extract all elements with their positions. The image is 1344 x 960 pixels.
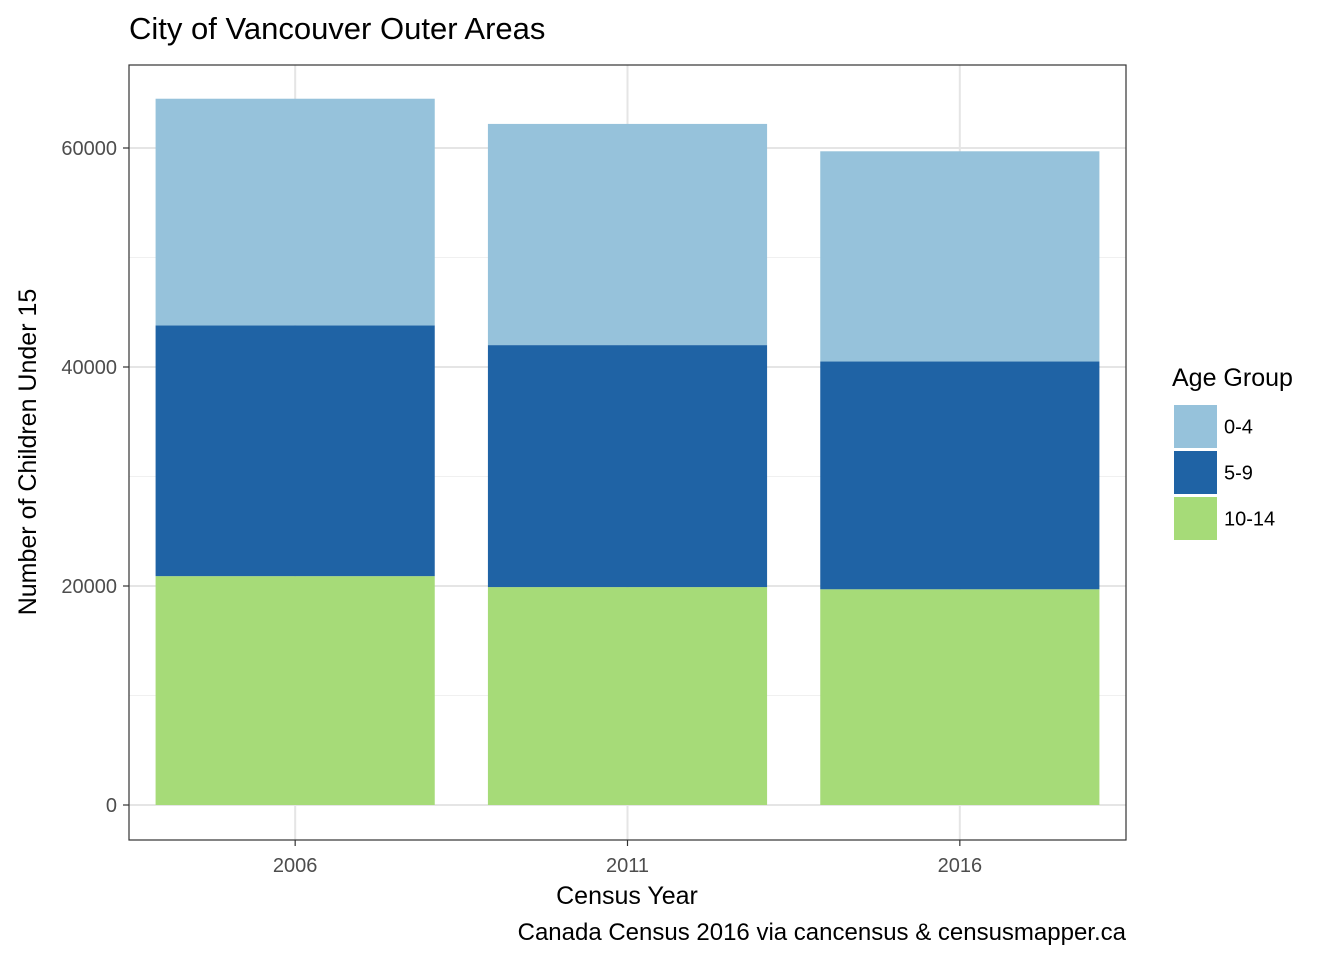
legend-label-0-4: 0-4: [1224, 417, 1253, 439]
y-tick-label: 60000: [61, 138, 117, 160]
x-tick-label: 2011: [606, 855, 649, 877]
chart-title: City of Vancouver Outer Areas: [129, 11, 545, 46]
legend-key-5-9: [1174, 451, 1217, 494]
x-tick-label: 2006: [273, 855, 318, 877]
legend-title: Age Group: [1172, 364, 1293, 392]
bar-2006-10-14: [155, 576, 435, 805]
y-tick-label: 40000: [61, 357, 117, 379]
bar-2006-5-9: [155, 325, 435, 577]
legend-key-10-14: [1174, 497, 1217, 540]
y-tick-label: 20000: [61, 576, 117, 598]
bars: [155, 98, 1100, 805]
bar-2011-0-4: [487, 123, 768, 346]
bar-2016-0-4: [820, 151, 1100, 362]
y-tick-label: 0: [106, 795, 117, 817]
x-axis-title: Census Year: [556, 882, 698, 910]
bar-2011-5-9: [487, 345, 768, 588]
legend-label-10-14: 10-14: [1224, 509, 1275, 531]
caption: Canada Census 2016 via cancensus & censu…: [518, 919, 1127, 946]
legend: Age Group 0-4 5-9 10-14: [1172, 364, 1293, 540]
bar-2006-0-4: [155, 98, 435, 326]
axes: 0 20000 40000 60000 2006 2011 2016: [61, 138, 982, 877]
bar-2011-10-14: [487, 587, 768, 805]
bar-2016-5-9: [820, 361, 1100, 590]
legend-key-0-4: [1174, 405, 1217, 448]
legend-label-5-9: 5-9: [1224, 463, 1253, 485]
y-axis-title: Number of Children Under 15: [14, 289, 42, 616]
x-tick-label: 2016: [938, 855, 983, 877]
bar-2016-10-14: [820, 589, 1100, 805]
